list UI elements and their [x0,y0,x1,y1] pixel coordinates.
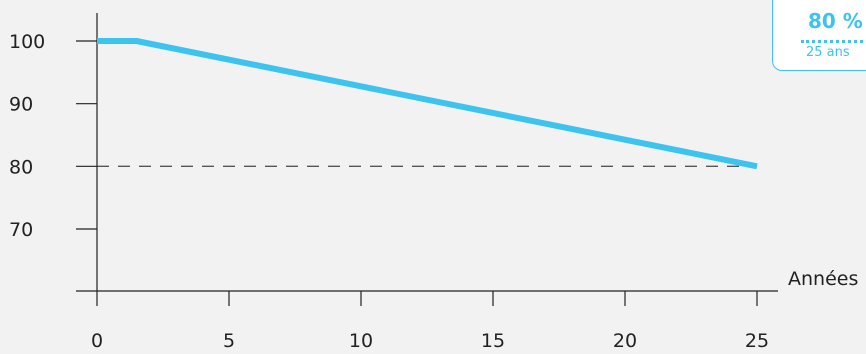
y-tick-label-80: 80 [9,156,33,178]
labels-layer: 70 80 90 100 0 5 10 15 20 25 Années [9,31,858,352]
x-axis-title: Années [788,268,858,290]
callout-value: 80 % [808,9,863,33]
y-tick-label-90: 90 [9,94,33,116]
x-tick-label-10: 10 [349,330,373,352]
series-line-0 [97,38,758,170]
callout-period: 25 ans [806,45,850,60]
callout-box: 80 % 25 ans [772,0,866,71]
y-tick-label-100: 100 [9,31,45,53]
x-tick-label-5: 5 [223,330,235,352]
x-tick-label-15: 15 [481,330,505,352]
x-tick-label-0: 0 [91,330,103,352]
y-tick-label-70: 70 [9,219,33,241]
x-tick-label-25: 25 [745,330,769,352]
callout-divider [801,40,866,43]
x-tick-label-20: 20 [613,330,637,352]
axes-layer [76,13,778,306]
series-layer [97,38,758,170]
